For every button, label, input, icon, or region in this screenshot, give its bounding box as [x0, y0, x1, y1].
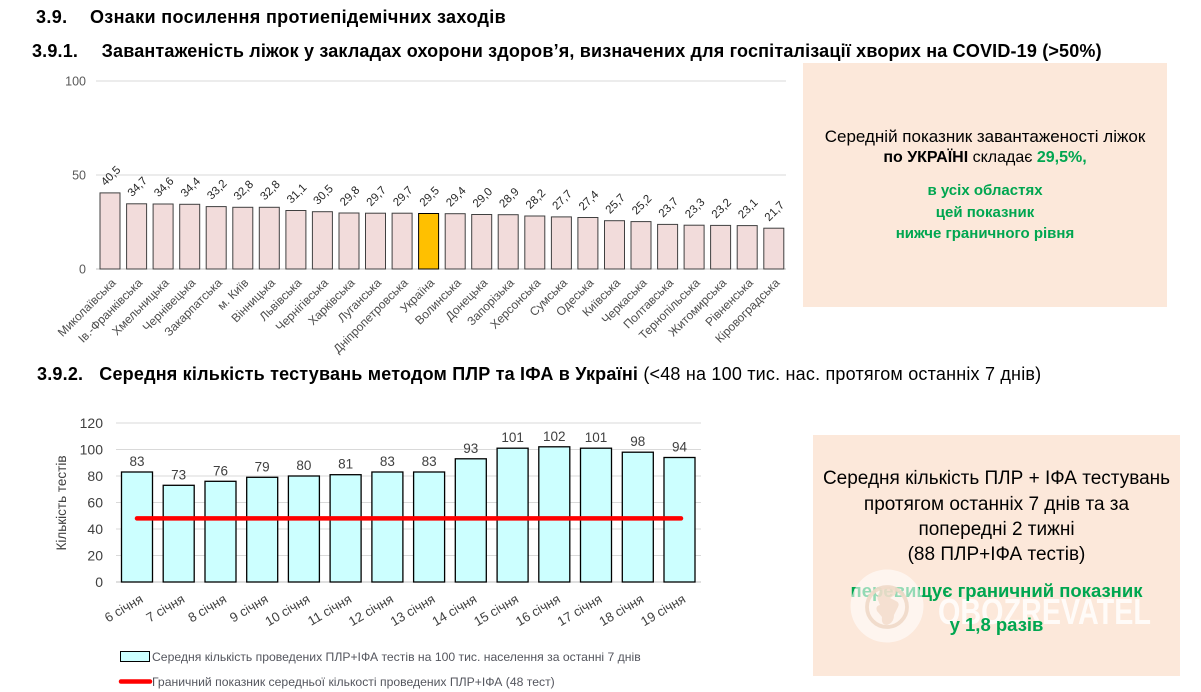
svg-text:30,5: 30,5 — [312, 183, 336, 207]
svg-text:23,2: 23,2 — [710, 197, 734, 221]
svg-text:7 січня: 7 січня — [144, 591, 188, 625]
svg-text:80: 80 — [296, 458, 311, 473]
svg-text:33,2: 33,2 — [205, 178, 229, 202]
svg-text:Кількість тестів: Кількість тестів — [54, 455, 69, 550]
svg-text:101: 101 — [501, 430, 524, 445]
svg-text:29,4: 29,4 — [444, 185, 469, 210]
svg-text:17 січня: 17 січня — [555, 591, 605, 629]
svg-text:28,9: 28,9 — [497, 186, 521, 210]
svg-text:83: 83 — [129, 454, 144, 469]
svg-text:31,1: 31,1 — [285, 182, 309, 206]
svg-text:29,7: 29,7 — [365, 185, 389, 209]
svg-text:28,2: 28,2 — [524, 187, 548, 211]
svg-text:29,5: 29,5 — [418, 185, 442, 209]
svg-text:29,0: 29,0 — [471, 186, 495, 210]
svg-text:18 січня: 18 січня — [596, 591, 646, 629]
svg-text:0: 0 — [79, 263, 86, 277]
svg-text:34,4: 34,4 — [179, 175, 204, 200]
svg-text:25,2: 25,2 — [630, 193, 654, 217]
svg-text:34,6: 34,6 — [152, 175, 176, 199]
svg-text:23,1: 23,1 — [736, 197, 760, 221]
svg-text:29,8: 29,8 — [338, 184, 362, 208]
svg-text:98: 98 — [630, 434, 645, 449]
svg-text:16 січня: 16 січня — [513, 591, 563, 629]
svg-text:27,4: 27,4 — [577, 188, 602, 213]
svg-text:73: 73 — [171, 467, 186, 482]
svg-text:15 січня: 15 січня — [471, 591, 521, 629]
svg-text:8 січня: 8 січня — [185, 591, 229, 625]
svg-text:6 січня: 6 січня — [102, 591, 146, 625]
svg-text:25,7: 25,7 — [604, 192, 628, 216]
svg-text:100: 100 — [80, 442, 104, 458]
svg-text:32,8: 32,8 — [232, 179, 256, 203]
svg-text:21,7: 21,7 — [763, 200, 787, 224]
svg-text:20: 20 — [87, 548, 103, 564]
svg-text:11 січня: 11 січня — [305, 591, 354, 628]
svg-text:14 січня: 14 січня — [429, 591, 479, 629]
svg-text:40,5: 40,5 — [99, 164, 123, 188]
svg-text:100: 100 — [65, 75, 86, 89]
svg-text:32,8: 32,8 — [258, 179, 282, 203]
svg-text:Середня кількість проведених П: Середня кількість проведених ПЛР+ІФА тес… — [152, 650, 641, 664]
svg-text:120: 120 — [80, 415, 104, 431]
svg-text:93: 93 — [463, 441, 478, 456]
svg-text:60: 60 — [87, 495, 103, 511]
svg-text:Граничний показник середньої к: Граничний показник середньої кількості п… — [152, 675, 555, 689]
svg-text:94: 94 — [672, 440, 688, 455]
svg-text:34,7: 34,7 — [126, 175, 150, 199]
svg-text:102: 102 — [543, 429, 566, 444]
svg-text:10 січня: 10 січня — [262, 591, 312, 629]
svg-text:23,7: 23,7 — [657, 196, 681, 220]
svg-text:50: 50 — [72, 169, 86, 183]
svg-text:12 січня: 12 січня — [346, 591, 396, 629]
svg-text:83: 83 — [380, 454, 395, 469]
svg-text:OBOZREVATEL: OBOZREVATEL — [938, 591, 1151, 632]
svg-text:29,7: 29,7 — [391, 185, 415, 209]
svg-text:79: 79 — [255, 459, 270, 474]
svg-text:80: 80 — [87, 468, 103, 484]
svg-text:81: 81 — [338, 457, 353, 472]
svg-text:76: 76 — [213, 463, 228, 478]
svg-text:0: 0 — [95, 574, 103, 590]
svg-text:27,7: 27,7 — [551, 188, 575, 212]
svg-text:19 січня: 19 січня — [638, 591, 688, 629]
svg-text:83: 83 — [422, 454, 437, 469]
svg-text:40: 40 — [87, 521, 103, 537]
svg-text:23,3: 23,3 — [683, 197, 707, 221]
svg-text:13 січня: 13 січня — [388, 591, 438, 629]
svg-text:101: 101 — [585, 430, 608, 445]
